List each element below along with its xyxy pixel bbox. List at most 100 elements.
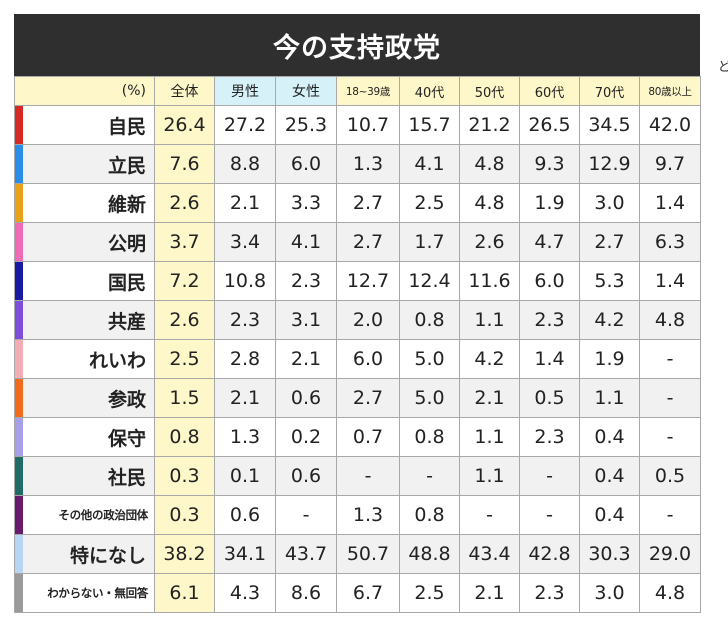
value-cell: 3.0	[579, 573, 640, 613]
value-cell: 1.7	[399, 222, 460, 262]
value-cell: 4.8	[459, 183, 520, 223]
table-row: その他の政治団体 0.3 0.6-1.3 0.8- -0.4-	[14, 495, 701, 535]
total-cell: 7.6	[154, 144, 215, 184]
col-header-age-70s: 70代	[579, 76, 640, 106]
total-cell: 1.5	[154, 378, 215, 418]
value-cell: 8.6	[275, 573, 337, 613]
total-cell: 6.1	[154, 573, 215, 613]
value-cell: 0.4	[579, 417, 640, 457]
table-title: 今の支持政党	[14, 14, 700, 76]
table-row: 社民 0.3 0.1 0.6- -1.1-0.4 0.5	[14, 456, 701, 496]
value-cell: 2.7	[336, 222, 400, 262]
value-cell: 1.1	[459, 456, 520, 496]
value-cell: -	[639, 495, 701, 535]
col-header-age-50s: 50代	[459, 76, 520, 106]
value-cell: 50.7	[336, 534, 400, 574]
total-cell: 38.2	[154, 534, 215, 574]
total-cell: 0.3	[154, 456, 215, 496]
value-cell: 1.9	[579, 339, 640, 379]
value-cell: 2.0	[336, 300, 400, 340]
party-label: 維新	[14, 183, 155, 223]
col-header-age-60s: 60代	[519, 76, 580, 106]
total-cell: 2.5	[154, 339, 215, 379]
party-name: 社民	[107, 466, 146, 489]
party-color-swatch	[15, 340, 23, 378]
party-color-swatch	[15, 184, 23, 222]
col-header-age-80-plus: 80歳以上	[639, 76, 701, 106]
party-name: 特になし	[69, 544, 146, 567]
table-row: 参政 1.5 2.1 0.6 2.7 5.0 2.1 0.5 1.1-	[14, 378, 701, 418]
value-cell: 12.9	[579, 144, 640, 184]
value-cell: 2.7	[579, 222, 640, 262]
cropped-character: ど	[718, 60, 728, 75]
value-cell: 0.8	[399, 300, 460, 340]
value-cell: 4.7	[519, 222, 580, 262]
value-cell: 2.3	[275, 261, 337, 301]
value-cell: 4.8	[459, 144, 520, 184]
value-cell: 5.0	[399, 339, 460, 379]
value-cell: 4.1	[399, 144, 460, 184]
value-cell: 1.1	[459, 300, 520, 340]
value-cell: 0.1	[214, 456, 276, 496]
value-cell: 1.3	[336, 495, 400, 535]
value-cell: 6.0	[336, 339, 400, 379]
value-cell: 0.6	[275, 456, 337, 496]
party-color-swatch	[15, 574, 23, 612]
party-label: 公明	[14, 222, 155, 262]
value-cell: 2.3	[519, 300, 580, 340]
value-cell: 4.2	[579, 300, 640, 340]
value-cell: 0.6	[214, 495, 276, 535]
party-name: 共産	[107, 310, 146, 333]
value-cell: 0.2	[275, 417, 337, 457]
value-cell: 1.3	[214, 417, 276, 457]
value-cell: 0.6	[275, 378, 337, 418]
value-cell: 21.2	[459, 105, 520, 145]
col-header-male: 男性	[214, 76, 276, 106]
party-name: 立民	[107, 154, 146, 177]
value-cell: 42.8	[519, 534, 580, 574]
col-header-female: 女性	[275, 76, 337, 106]
party-color-swatch	[15, 262, 23, 300]
value-cell: 34.1	[214, 534, 276, 574]
value-cell: 12.7	[336, 261, 400, 301]
value-cell: 5.3	[579, 261, 640, 301]
value-cell: 2.1	[459, 378, 520, 418]
party-color-swatch	[15, 496, 23, 534]
party-name: 国民	[107, 271, 146, 294]
col-header-total: 全体	[154, 76, 215, 106]
value-cell: 0.8	[399, 495, 460, 535]
total-cell: 7.2	[154, 261, 215, 301]
col-header-age-40s: 40代	[399, 76, 460, 106]
value-cell: 1.1	[459, 417, 520, 457]
value-cell: -	[399, 456, 460, 496]
party-color-swatch	[15, 457, 23, 495]
value-cell: 6.3	[639, 222, 701, 262]
table-body: 自民 26.4 27.2 25.3 10.7 15.7 21.2 26.5 34.5 42.0 立民…	[14, 105, 701, 613]
value-cell: 0.5	[639, 456, 701, 496]
value-cell: 48.8	[399, 534, 460, 574]
value-cell: 2.6	[459, 222, 520, 262]
value-cell: 1.4	[639, 261, 701, 301]
value-cell: 3.4	[214, 222, 276, 262]
value-cell: 0.7	[336, 417, 400, 457]
value-cell: 4.1	[275, 222, 337, 262]
party-label: 社民	[14, 456, 155, 496]
party-name: 参政	[107, 388, 146, 411]
value-cell: 12.4	[399, 261, 460, 301]
value-cell: -	[639, 378, 701, 418]
value-cell: 1.4	[519, 339, 580, 379]
col-header-age-18-39: 18~39歳	[336, 76, 400, 106]
value-cell: 6.7	[336, 573, 400, 613]
value-cell: 10.7	[336, 105, 400, 145]
value-cell: 1.3	[336, 144, 400, 184]
value-cell: 0.4	[579, 495, 640, 535]
party-color-swatch	[15, 301, 23, 339]
party-color-swatch	[15, 106, 23, 144]
total-cell: 2.6	[154, 183, 215, 223]
value-cell: 2.1	[275, 339, 337, 379]
support-party-table: (%) 全体 男性 女性 18~39歳 40代 50代 60代 70代 80歳以…	[14, 76, 701, 613]
value-cell: 2.7	[336, 183, 400, 223]
value-cell: 43.7	[275, 534, 337, 574]
value-cell: 1.1	[579, 378, 640, 418]
party-color-swatch	[15, 379, 23, 417]
